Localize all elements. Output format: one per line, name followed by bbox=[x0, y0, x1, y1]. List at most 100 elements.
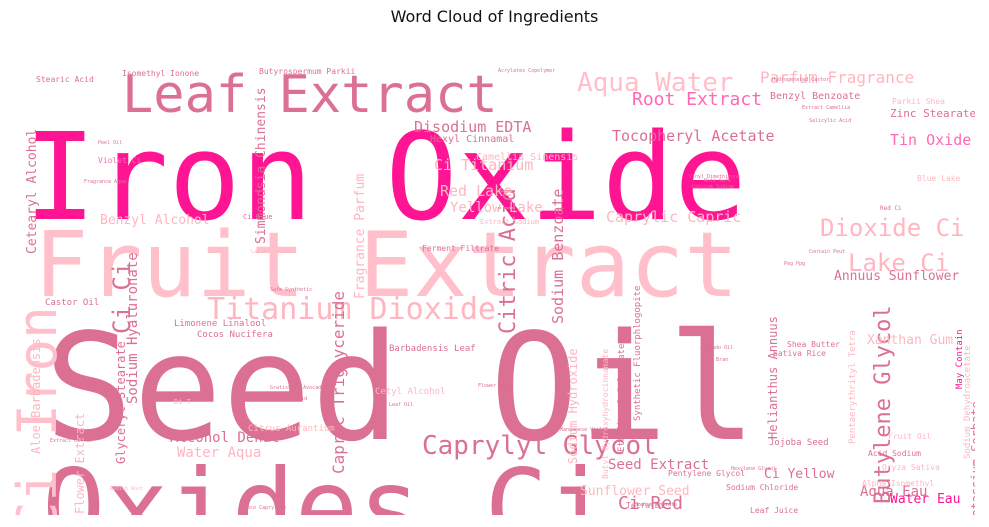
word-ferment-filtrate: Ferment Filtrate bbox=[422, 244, 499, 253]
word-red-ci: Red Ci bbox=[880, 205, 902, 212]
word-safe-synthetic: Safe Synthetic bbox=[270, 287, 312, 293]
word-sativa-rice: Sativa Rice bbox=[773, 349, 826, 358]
word-lake-ci: Lake Ci bbox=[848, 249, 949, 277]
word-water-aqua: Water Aqua bbox=[177, 445, 261, 461]
word-extract-camellia: Extract Camellia bbox=[802, 105, 850, 111]
word-hexylene-glycol: Hexylene Glycol bbox=[731, 466, 776, 472]
word-hexyl-cinnamal: Hexyl Cinnamal bbox=[430, 134, 514, 145]
word-aloe-barbadensis: Aloe Barbadensis bbox=[29, 338, 43, 454]
word-ci-yellow: Ci Yellow bbox=[764, 467, 835, 482]
word-root-extract: Root Extract bbox=[632, 89, 762, 110]
word-extract-sodium: Extract Sodium bbox=[480, 218, 539, 226]
word-vinyl-dimethicone: Vinyl Dimethicone bbox=[689, 174, 740, 180]
word-sodium-hyaluronate: Sodium Hyaluronate bbox=[125, 252, 141, 404]
word-rice-bran: Rice Bran bbox=[701, 357, 728, 363]
word-xanthan-gum: Xanthan Gum bbox=[867, 333, 953, 348]
word-seed-oil: Seed Oil bbox=[44, 302, 757, 474]
word-calcium-sodium: Calcium Sodium bbox=[692, 184, 734, 190]
word-radish-root: Radish Root bbox=[110, 486, 143, 492]
word-water-eau: Water Eau bbox=[890, 492, 960, 507]
word-jojoba-seed: Jojoba Seed bbox=[769, 438, 829, 448]
word-potassium-sorbate: Potassium Sorbate bbox=[969, 401, 975, 515]
word-stearic-acid: Stearic Acid bbox=[36, 75, 94, 84]
word-shea-butter: Shea Butter bbox=[787, 340, 840, 349]
word-simmondsia-chinensis: Simmondsia Chinensis bbox=[254, 87, 269, 244]
word-note-safe: Note Safe bbox=[704, 178, 731, 184]
word-peg-ppg: Peg Ppg bbox=[784, 261, 805, 267]
word-sorbic-acid: Sorbic Acid bbox=[274, 396, 307, 402]
word-helianthus-annuus: Helianthus Annuus bbox=[766, 316, 780, 439]
word-alpha-isomethyl: Alpha Isomethyl bbox=[862, 479, 934, 488]
word-sodium-benzoate: Sodium Benzoate bbox=[549, 189, 567, 324]
word-dioxide-ci: Dioxide Ci bbox=[820, 214, 965, 242]
word-citric-acid: Citric Acid bbox=[496, 188, 521, 334]
word-iron-oxide: Iron Oxide bbox=[24, 109, 746, 248]
word-cetyl-alcohol: Cetyl Alcohol bbox=[375, 387, 445, 397]
word-di-t: Di T bbox=[174, 398, 192, 406]
word-ci-ci: Ci Ci bbox=[108, 262, 136, 334]
word-glyceryl-stearate: Glyceryl Stearate bbox=[114, 341, 128, 464]
word-tocopheryl-acetate: Tocopheryl Acetate bbox=[612, 127, 775, 145]
word-leaf-oil: Leaf Oil bbox=[389, 402, 413, 408]
word-pentaerythrityl-tetra: Pentaerythrityl Tetra bbox=[848, 330, 858, 444]
word-alcohol-denat: Alcohol Denat bbox=[170, 430, 280, 446]
word-sunflower-seed: Sunflower Seed bbox=[580, 484, 690, 499]
word-hydrogenated-castor: Hydrogenated Castor bbox=[772, 77, 829, 83]
word-ci-red: Ci Red bbox=[618, 493, 683, 514]
word-flower-leaf: Flower Leaf bbox=[478, 383, 511, 389]
word-cetearyl-alcohol: Cetearyl Alcohol bbox=[25, 129, 40, 254]
word-ci-blue: Ci Blue bbox=[243, 213, 273, 221]
word-flower-extract: Flower Extract bbox=[73, 413, 87, 514]
word-acid-sodium: Acid Sodium bbox=[868, 449, 921, 458]
word-cloud: Iron Oxide Seed Oil Oxides Ci Fruit Extract… bbox=[12, 34, 975, 515]
word-tin-oxide: Tin Oxide bbox=[890, 131, 971, 149]
word-titanium-dioxide: Titanium Dioxide bbox=[207, 292, 496, 327]
word-oryza-sativa: Oryza Sativa bbox=[882, 463, 940, 472]
word-fruit-extract: Fruit Extract bbox=[34, 213, 738, 318]
word-camellia-sinensis: Camellia Sinensis bbox=[476, 152, 578, 163]
word-seed-extract: Seed Extract bbox=[608, 457, 709, 473]
word-fragrance-aqua: Fragrance Aqua bbox=[84, 179, 126, 185]
word-contain-peut: Contain Peut bbox=[809, 249, 845, 255]
word-citrus-aurantium: Citrus Aurantium bbox=[248, 424, 335, 434]
word-avocado-oil: Avocado Oil bbox=[700, 345, 733, 351]
word-tetra-di: Tetra Di bbox=[626, 501, 665, 510]
word-ci-titanium: Ci Titanium bbox=[434, 156, 533, 174]
word-barbadensis-leaf: Barbadensis Leaf bbox=[389, 344, 476, 354]
word-gratissima-avocado: Gratissima Avocado bbox=[270, 385, 324, 391]
word-sodium-hydroxide: Sodium Hydroxide bbox=[566, 348, 580, 464]
word-disodium-edta: Disodium EDTA bbox=[414, 118, 531, 136]
word-synthetic-fluorphlogopite: Synthetic Fluorphlogopite bbox=[633, 286, 643, 421]
word-limonene-linalool: Limonene Linalool bbox=[174, 319, 266, 329]
word-sodium-dehydroacetate: Sodium Dehydroacetate bbox=[963, 345, 973, 459]
word-sodium-chloride: Sodium Chloride bbox=[726, 483, 798, 492]
word-aqua-eau: Aqua Eau bbox=[860, 484, 927, 500]
word-parkii-shea: Parkii Shea bbox=[892, 97, 945, 106]
word-annuus-sunflower: Annuus Sunflower bbox=[834, 269, 959, 284]
word-oxides-ci: Oxides Ci bbox=[42, 447, 611, 515]
word-pentylene-glycol: Pentylene Glycol bbox=[668, 469, 745, 478]
word-caprylic-capric: Caprylic Capric bbox=[606, 208, 741, 226]
word-manganese-violet: Manganese Violet bbox=[560, 427, 608, 433]
word-leaf-extract: Leaf Extract bbox=[122, 65, 498, 125]
word-leaf-juice: Leaf Juice bbox=[750, 506, 798, 515]
word-acrylates-copolymer: Acrylates Copolymer bbox=[498, 68, 555, 74]
word-may-contain: May Contain bbox=[955, 329, 965, 389]
word-zinc-stearate: Zinc Stearate bbox=[890, 107, 975, 120]
word-capric-triglyceride: Capric Triglyceride bbox=[329, 291, 348, 474]
word-sodium-phytate: Sodium Phytate bbox=[635, 502, 677, 508]
word-castor-oil: Castor Oil bbox=[45, 298, 99, 308]
word-coco-caprylate: Coco Caprylate bbox=[244, 505, 286, 511]
word-butylene-glycol: Butylene Glycol bbox=[871, 305, 896, 504]
word-yellow-lake: Yellow Lake bbox=[450, 200, 543, 216]
word-isomethyl-ionone: Isomethyl Ionone bbox=[122, 69, 199, 78]
word-aqua-water: Aqua Water bbox=[577, 68, 734, 98]
word-extract-citrus: Extract Citrus bbox=[50, 438, 92, 444]
word-fruit-oil: Fruit Oil bbox=[888, 432, 932, 441]
word-parfum-fragrance: Parfum Fragrance bbox=[760, 68, 914, 87]
word-benzyl-alcohol: Benzyl Alcohol bbox=[100, 213, 210, 228]
word-red-lake: Red Lake bbox=[440, 182, 512, 200]
word-benzyl-benzoate: Benzyl Benzoate bbox=[770, 91, 860, 102]
word-blue-lake: Blue Lake bbox=[917, 174, 961, 183]
word-ci-iron: Ci Iron bbox=[12, 306, 69, 515]
